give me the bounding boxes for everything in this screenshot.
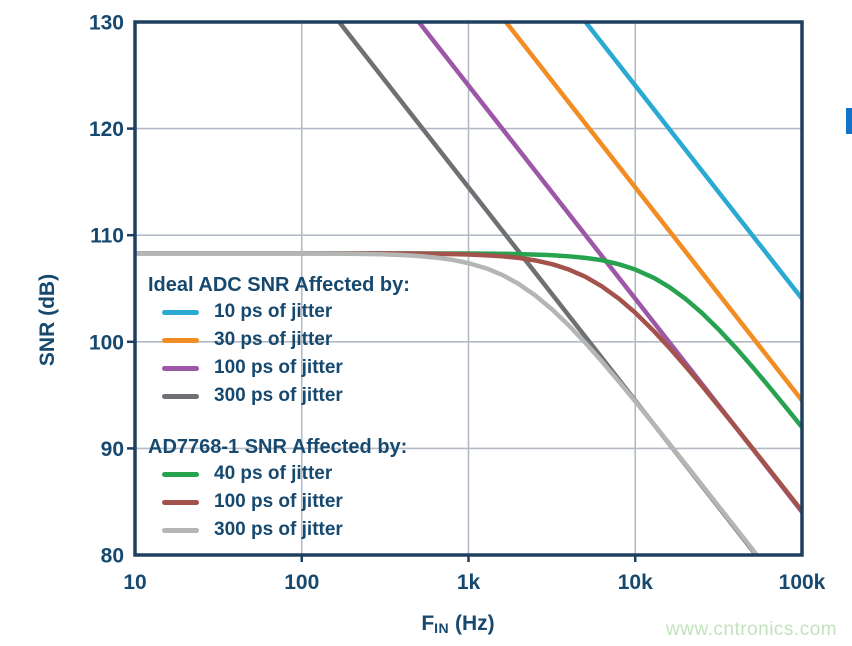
series-ad7768-100ps (136, 251, 801, 513)
legend-item: 100 ps of jitter (148, 488, 407, 516)
line-swatch-icon (162, 337, 199, 343)
right-edge-marker (846, 108, 852, 134)
gridlines (135, 22, 802, 555)
line-swatch-icon (162, 365, 199, 371)
legend-item-label: 300 ps of jitter (214, 519, 343, 540)
legend-item-label: 100 ps of jitter (214, 491, 343, 512)
legend-item-label: 30 ps of jitter (214, 329, 333, 350)
x-axis-label: FIN (Hz) (421, 612, 494, 636)
x-tick-label: 1k (457, 571, 481, 594)
line-swatch-icon (162, 527, 199, 533)
legend-item: 10 ps of jitter (148, 298, 410, 326)
legend-item-label: 10 ps of jitter (214, 301, 333, 322)
x-tick-label: 100 (284, 571, 319, 594)
x-tick-label: 100k (779, 571, 826, 594)
x-tick-labels: 10 100 1k 10k 100k (123, 571, 825, 594)
series-ideal-30ps (504, 23, 801, 402)
x-axis-symbol: F (421, 612, 435, 635)
axis-ticks (127, 127, 637, 562)
watermark-text: www.cntronics.com (666, 619, 838, 640)
series-lines (136, 23, 801, 554)
legend-item: 40 ps of jitter (148, 460, 407, 488)
line-swatch-icon (162, 499, 199, 505)
x-axis-unit: (Hz) (449, 612, 495, 635)
series-ad7768-300ps (136, 251, 759, 554)
line-swatch-icon (162, 393, 199, 399)
y-tick-label: 90 (101, 438, 124, 461)
legend-title: Ideal ADC SNR Affected by: (148, 274, 410, 296)
y-axis-label: SNR (dB) (36, 273, 59, 367)
legend-ideal-adc: Ideal ADC SNR Affected by: 10 ps of jitt… (148, 272, 410, 410)
legend-item: 300 ps of jitter (148, 516, 407, 544)
legend-item-label: 40 ps of jitter (214, 463, 333, 484)
line-swatch-icon (162, 471, 199, 477)
legend-item-label: 100 ps of jitter (214, 357, 343, 378)
x-tick-label: 10k (618, 571, 653, 594)
legend-item: 300 ps of jitter (148, 382, 410, 410)
x-axis-subscript: IN (434, 620, 450, 636)
y-tick-label: 80 (101, 545, 124, 568)
x-tick-label: 10 (123, 571, 146, 594)
y-tick-labels: 80 90 100 110 120 130 (89, 12, 124, 568)
y-tick-label: 120 (89, 118, 124, 141)
legend-item-label: 300 ps of jitter (214, 385, 343, 406)
series-ideal-10ps (583, 23, 801, 301)
y-tick-label: 130 (89, 12, 124, 35)
legend-item: 30 ps of jitter (148, 326, 410, 354)
y-tick-label: 100 (89, 331, 124, 354)
legend-title: AD7768-1 SNR Affected by: (148, 436, 408, 458)
legend-item: 100 ps of jitter (148, 354, 410, 382)
line-swatch-icon (162, 309, 199, 315)
legend-ad7768-1: AD7768-1 SNR Affected by: 40 ps of jitte… (148, 434, 407, 544)
y-tick-label: 110 (90, 225, 124, 248)
